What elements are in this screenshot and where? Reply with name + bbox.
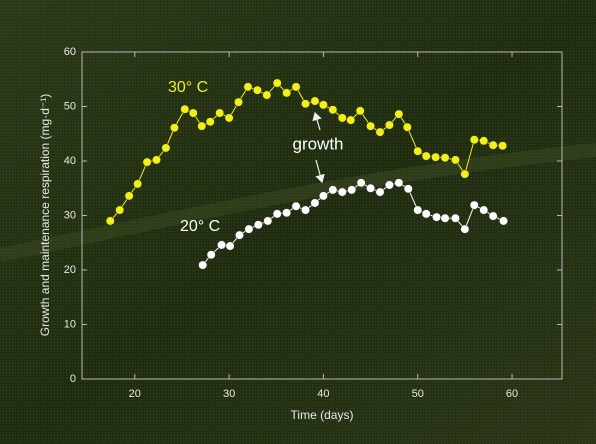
data-point — [234, 98, 242, 106]
data-point — [385, 181, 393, 189]
y-tick-label: 50 — [64, 100, 76, 112]
data-point — [422, 152, 430, 160]
data-point — [264, 217, 272, 225]
x-tick-label: 30 — [223, 388, 235, 400]
data-point — [431, 153, 439, 161]
data-point — [226, 242, 234, 250]
x-tick-label: 20 — [129, 388, 141, 400]
x-tick-label: 60 — [506, 388, 518, 400]
data-point — [206, 118, 214, 126]
y-tick-label: 40 — [64, 155, 76, 167]
data-point — [152, 156, 160, 164]
data-point — [301, 100, 309, 108]
data-point — [273, 79, 281, 87]
data-point — [253, 86, 261, 94]
data-point — [338, 188, 346, 196]
data-point — [263, 91, 271, 99]
data-point — [451, 156, 459, 164]
data-point — [235, 231, 243, 239]
data-point — [470, 136, 478, 144]
data-point — [311, 97, 319, 105]
data-point — [395, 179, 403, 187]
data-point — [366, 122, 374, 130]
y-tick-label: 30 — [64, 209, 76, 221]
data-point — [282, 209, 290, 217]
data-point — [498, 142, 506, 150]
data-point — [244, 83, 252, 91]
data-point — [348, 186, 356, 194]
data-point — [414, 206, 422, 214]
data-point — [366, 184, 374, 192]
data-point — [311, 199, 319, 207]
y-tick-label: 60 — [64, 46, 76, 58]
data-point — [403, 123, 411, 131]
data-point — [198, 122, 206, 130]
y-tick-label: 10 — [64, 318, 76, 330]
data-point — [162, 144, 170, 152]
data-point — [273, 210, 281, 218]
data-point — [301, 206, 309, 214]
data-point — [282, 89, 290, 97]
x-tick-label: 50 — [412, 388, 424, 400]
data-point — [329, 106, 337, 114]
data-point — [292, 83, 300, 91]
data-point — [395, 110, 403, 118]
data-point — [254, 221, 262, 229]
data-point — [329, 186, 337, 194]
data-point — [422, 210, 430, 218]
data-point — [217, 241, 225, 249]
data-point — [357, 179, 365, 187]
y-tick-label: 0 — [70, 373, 76, 385]
page: {"chart_data": {"type": "line", "x_label… — [0, 0, 596, 444]
data-point — [319, 192, 327, 200]
data-point — [199, 261, 207, 269]
chart: Time (days) Growth and maintenance respi… — [0, 0, 596, 444]
data-point — [319, 101, 327, 109]
data-point — [125, 192, 133, 200]
data-point — [432, 213, 440, 221]
data-point — [480, 137, 488, 145]
y-axis-label: Growth and maintenance respiration (mg·d… — [38, 94, 52, 336]
data-point — [461, 225, 469, 233]
x-tick-label: 40 — [317, 388, 329, 400]
data-point — [245, 225, 253, 233]
data-point — [385, 121, 393, 129]
data-point — [489, 212, 497, 220]
data-point — [347, 116, 355, 124]
series-label: 30° C — [168, 79, 208, 96]
data-point — [225, 114, 233, 122]
data-point — [215, 109, 223, 117]
data-point — [414, 147, 422, 155]
data-point — [207, 251, 215, 259]
y-tick-label: 20 — [64, 264, 76, 276]
data-point — [480, 206, 488, 214]
data-point — [133, 180, 141, 188]
data-point — [376, 188, 384, 196]
data-point — [489, 141, 497, 149]
data-point — [499, 217, 507, 225]
data-point — [376, 128, 384, 136]
data-point — [106, 217, 114, 225]
data-point — [170, 124, 178, 132]
data-point — [189, 109, 197, 117]
series-label: 20° C — [180, 218, 220, 235]
data-point — [338, 114, 346, 122]
data-point — [470, 201, 478, 209]
x-axis-label: Time (days) — [291, 408, 354, 422]
data-point — [356, 107, 364, 115]
data-point — [451, 214, 459, 222]
data-point — [143, 158, 151, 166]
data-point — [181, 105, 189, 113]
data-point — [441, 154, 449, 162]
data-point — [404, 185, 412, 193]
data-point — [441, 214, 449, 222]
annotation: growth — [292, 134, 343, 153]
data-point — [116, 206, 124, 214]
data-point — [461, 170, 469, 178]
data-point — [292, 202, 300, 210]
